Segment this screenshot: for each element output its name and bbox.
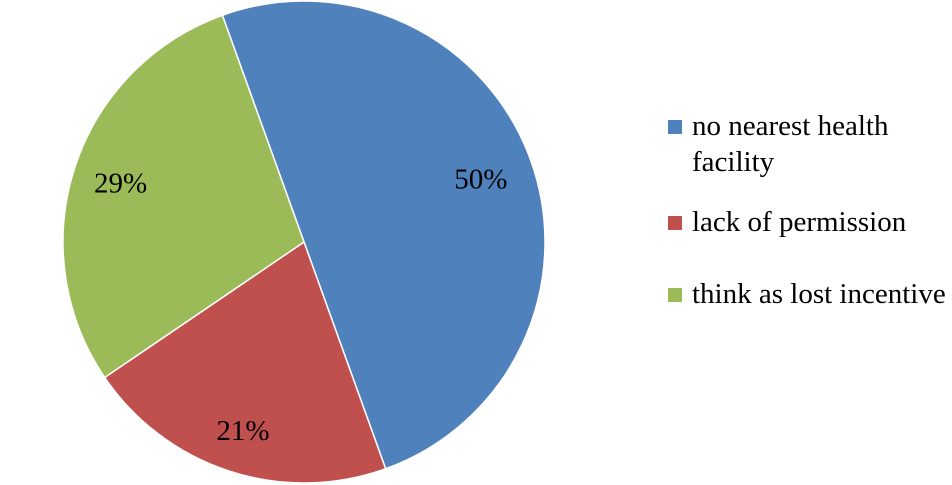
pie-slice <box>103 240 387 484</box>
pie-slice <box>221 0 546 470</box>
pie-slice <box>62 14 305 379</box>
legend-swatch <box>668 216 682 230</box>
legend-item: think as lost incentive <box>668 276 952 312</box>
legend-label: no nearest health facility <box>692 110 889 178</box>
data-label: 50% <box>454 163 507 195</box>
legend-swatch <box>668 120 682 134</box>
data-label: 21% <box>216 415 269 447</box>
legend-item: lack of permission <box>668 204 952 240</box>
legend-swatch <box>668 288 682 302</box>
data-label: 29% <box>94 167 147 199</box>
legend-label: think as lost incentive <box>692 278 946 310</box>
legend: no nearest health facility lack of permi… <box>668 108 952 348</box>
legend-label: lack of permission <box>692 206 907 238</box>
legend-item: no nearest health facility <box>668 108 952 180</box>
